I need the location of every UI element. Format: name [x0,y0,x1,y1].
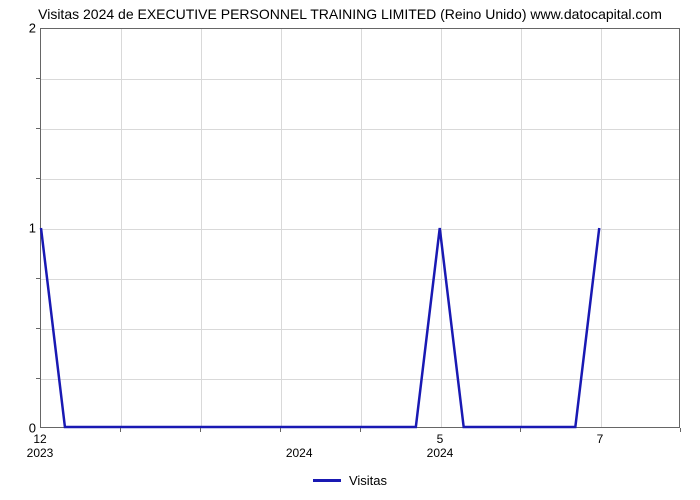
plot-area [40,28,680,428]
y-minor-tick [36,378,40,379]
x-year-label: 2024 [427,446,454,460]
y-tick-label: 0 [6,421,36,436]
legend-label: Visitas [349,473,387,488]
y-minor-tick [36,278,40,279]
x-minor-tick [520,428,521,432]
x-tick-label: 12 [33,432,46,446]
x-year-label: 2023 [27,446,54,460]
x-minor-tick [360,428,361,432]
x-year-marker: 2024 [286,446,313,460]
data-line [41,29,679,427]
x-minor-tick [280,428,281,432]
chart-title: Visitas 2024 de EXECUTIVE PERSONNEL TRAI… [0,6,700,22]
x-minor-tick [120,428,121,432]
x-minor-tick [680,428,681,432]
legend: Visitas [0,473,700,488]
y-minor-tick [36,128,40,129]
x-tick-label: 7 [597,432,604,446]
y-tick-label: 1 [6,221,36,236]
x-tick-label: 5 [437,432,444,446]
legend-swatch [313,479,341,482]
x-minor-tick [200,428,201,432]
y-minor-tick [36,178,40,179]
y-tick-label: 2 [6,21,36,36]
y-minor-tick [36,78,40,79]
y-minor-tick [36,328,40,329]
